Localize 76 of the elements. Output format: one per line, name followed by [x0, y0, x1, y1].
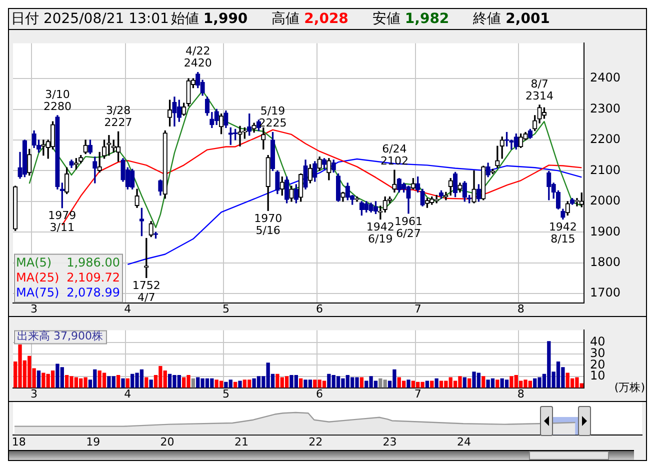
x-tick-label: 21: [234, 435, 248, 448]
bar: [434, 378, 438, 388]
annotation: 3/10 2280: [43, 88, 72, 113]
annotation: 1942 8/15: [548, 220, 577, 246]
x-tick-label: 4: [124, 302, 132, 316]
y-axis-title: (万株): [614, 381, 645, 394]
annotation: 8/7 2314: [526, 77, 554, 102]
text: 終値 2,001: [473, 11, 550, 27]
annotation: 5/19 2225: [258, 104, 287, 130]
bar: [242, 380, 247, 388]
y-tick-label: 10: [590, 368, 606, 383]
x-tick-label: 20: [160, 435, 174, 448]
annotation: 4/22 2420: [184, 44, 212, 70]
y-tick-label: 2400: [590, 70, 621, 85]
bar: [360, 377, 364, 388]
candlestick: [434, 194, 439, 204]
text: MA(5) 1,986.00: [16, 255, 120, 270]
x-tick-label: 3: [30, 387, 38, 400]
bar: [149, 380, 153, 388]
bar: [36, 370, 41, 388]
x-tick-label: 5: [222, 387, 230, 400]
chart-title: 日付 2025/08/21 13:01: [11, 11, 169, 27]
x-tick-label: 22: [308, 435, 323, 448]
bar: [496, 380, 500, 388]
bar: [50, 370, 55, 388]
bar: [406, 380, 410, 388]
x-tick-label: 5: [222, 302, 230, 316]
text: 高値 2,028: [272, 11, 348, 27]
annotation: 1961 6/27: [394, 214, 422, 240]
bar: [144, 377, 148, 388]
bar: [504, 380, 509, 388]
bar: [468, 378, 472, 388]
x-tick-label: 3: [30, 302, 38, 316]
bar: [126, 378, 130, 388]
text: 安値 1,982: [372, 11, 450, 27]
bar: [116, 375, 120, 388]
bar: [299, 378, 303, 388]
bar: [102, 372, 106, 388]
x-tick-label: 8: [517, 387, 524, 400]
bar: [430, 380, 434, 388]
x-tick-label: 7: [414, 302, 422, 316]
y-tick-label: 2200: [590, 132, 621, 146]
y-tick-label: 1800: [590, 254, 621, 269]
x-tick-label: 6: [316, 387, 324, 400]
candlestick: [392, 170, 397, 193]
y-tick-label: 2100: [590, 162, 621, 177]
bar: [191, 378, 196, 388]
annotation: 1942 6/19: [366, 220, 394, 246]
x-tick-label: 24: [456, 435, 471, 448]
bar: [284, 376, 289, 388]
x-tick-label: 23: [382, 435, 397, 448]
x-tick-label: 4: [124, 387, 132, 400]
bar: [402, 380, 406, 388]
y-tick-label: 2000: [590, 194, 621, 208]
bar: [238, 380, 242, 388]
series-label: MA(75) 2,078.99: [16, 285, 120, 300]
text: 始値 1,990: [170, 11, 248, 27]
y-tick-label: 2300: [590, 101, 621, 116]
y-tick-label: 1700: [590, 286, 621, 300]
x-tick-label: 18: [12, 435, 26, 448]
x-tick-label: 6: [316, 302, 324, 316]
bar: [462, 377, 466, 388]
bar: [219, 380, 224, 388]
x-tick-label: 7: [414, 387, 422, 400]
x-tick-label: 8: [517, 302, 524, 316]
chart-title: 出来高 37,900株: [17, 330, 103, 343]
y-tick-label: 1900: [590, 224, 621, 238]
bar: [121, 378, 125, 388]
annotation: 1752 4/7: [132, 278, 160, 304]
annotation: 3/28 2227: [104, 104, 132, 130]
text: MA(25) 2,109.72: [16, 270, 120, 284]
bar: [425, 380, 430, 388]
y-tick-label: 40: [590, 334, 606, 349]
bar: [482, 376, 486, 388]
annotation: 1970 5/16: [254, 212, 282, 237]
x-tick-label: 19: [86, 435, 100, 448]
